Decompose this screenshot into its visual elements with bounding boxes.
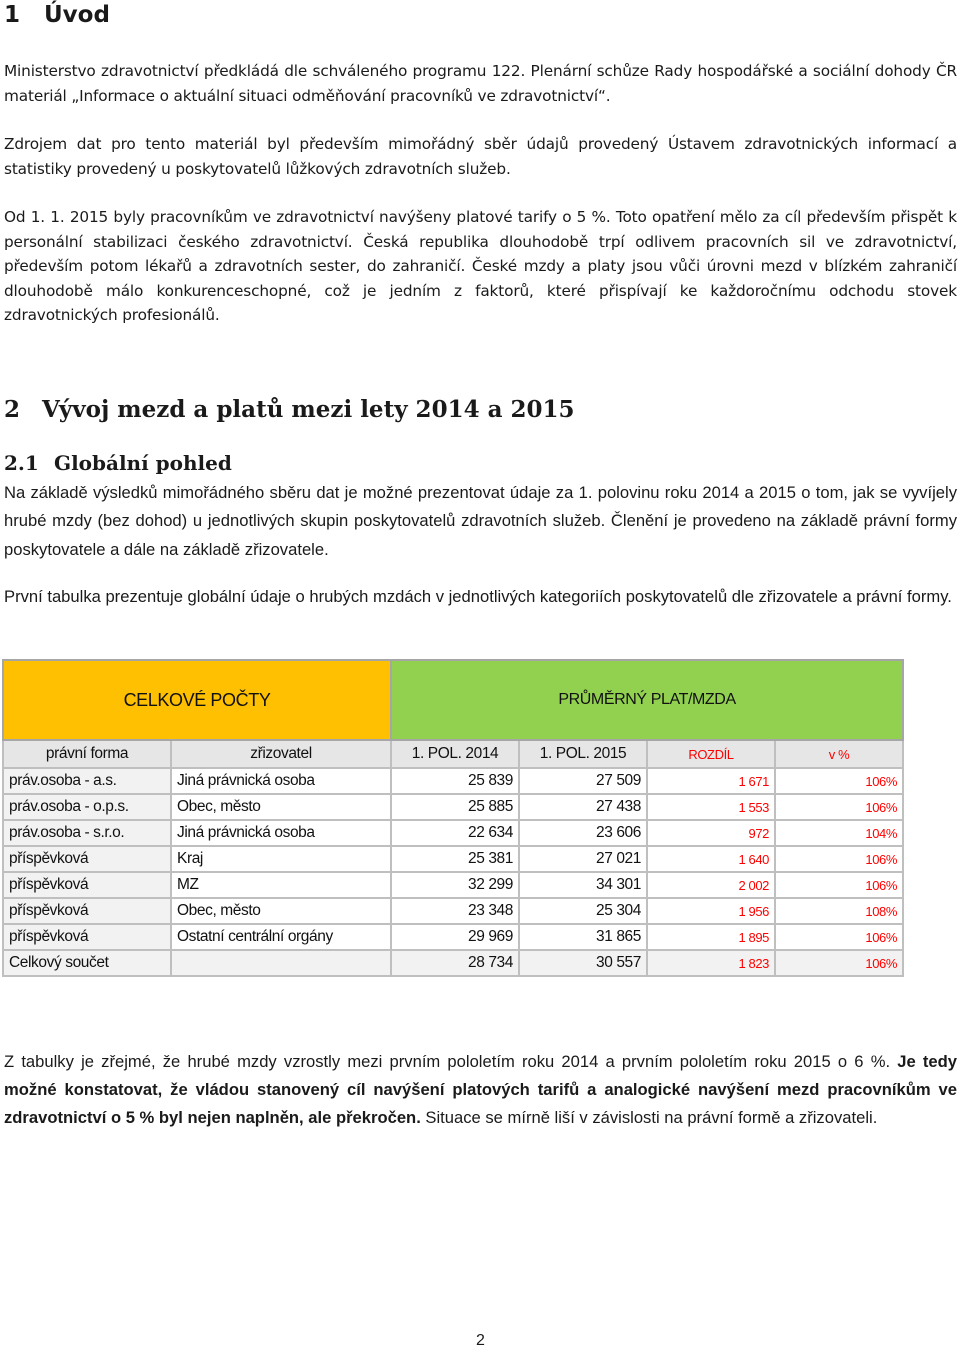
section-1-number: 1 — [4, 2, 21, 28]
header-legal-form: právní forma — [2, 739, 172, 769]
cell-legal-form: příspěvková — [2, 871, 172, 899]
cell-difference: 1 640 — [646, 845, 776, 873]
section-2-1-heading: 2.1 Globální pohled — [4, 451, 232, 475]
table-header-row: právní forma zřizovatel 1. POL. 2014 1. … — [2, 739, 905, 769]
header-2014: 1. POL. 2014 — [390, 739, 520, 769]
cell-2014: 22 634 — [390, 819, 520, 847]
cell-2015: 34 301 — [518, 871, 648, 899]
intro-paragraph-2: Zdrojem dat pro tento materiál byl přede… — [4, 135, 957, 178]
cell-percent: 106% — [773, 871, 905, 899]
table-row: příspěvková Ostatní centrální orgány 29 … — [2, 923, 905, 951]
section-1-title: Úvod — [44, 2, 110, 28]
cell-2015: 27 438 — [518, 793, 648, 821]
conclusion-tail: Situace se mírně liší v závislosti na pr… — [420, 1108, 878, 1127]
table-row: příspěvková MZ 32 299 34 301 2 002 106% — [2, 871, 905, 899]
global-paragraph-2: První tabulka prezentuje globální údaje … — [4, 587, 952, 606]
cell-legal-form: příspěvková — [2, 845, 172, 873]
cell-difference: 1 895 — [646, 923, 776, 951]
cell-percent: 104% — [773, 819, 905, 847]
cell-founder: Ostatní centrální orgány — [170, 923, 392, 951]
cell-2014: 25 839 — [390, 767, 520, 795]
cell-2014: 23 348 — [390, 897, 520, 925]
section-2-1-number: 2.1 — [4, 451, 39, 475]
cell-difference: 2 002 — [646, 871, 776, 899]
table-row: příspěvková Kraj 25 381 27 021 1 640 106… — [2, 845, 905, 873]
section-1-heading: 1 Úvod — [4, 2, 110, 28]
cell-founder: Kraj — [170, 845, 392, 873]
cell-founder: Obec, město — [170, 793, 392, 821]
section-2-title: Vývoj mezd a platů mezi lety 2014 a 2015 — [42, 396, 575, 423]
cell-founder: Obec, město — [170, 897, 392, 925]
cell-2015: 25 304 — [518, 897, 648, 925]
header-percent: v % — [773, 739, 905, 769]
cell-percent: 106% — [773, 923, 905, 951]
section-2-heading: 2 Vývoj mezd a platů mezi lety 2014 a 201… — [4, 396, 575, 423]
cell-total-percent: 106% — [773, 949, 905, 977]
cell-founder: MZ — [170, 871, 392, 899]
page-number: 2 — [476, 1332, 485, 1349]
cell-2014: 29 969 — [390, 923, 520, 951]
cell-2014: 25 381 — [390, 845, 520, 873]
cell-total-empty — [170, 949, 392, 977]
cell-2015: 27 509 — [518, 767, 648, 795]
cell-percent: 106% — [773, 845, 905, 873]
cell-total-2014: 28 734 — [390, 949, 520, 977]
cell-founder: Jiná právnická osoba — [170, 819, 392, 847]
table-band-row: CELKOVÉ POČTY PRŮMĚRNÝ PLAT/MZDA — [2, 659, 905, 741]
cell-legal-form: příspěvková — [2, 897, 172, 925]
cell-difference: 972 — [646, 819, 776, 847]
table-row: práv.osoba - o.p.s. Obec, město 25 885 2… — [2, 793, 905, 821]
cell-percent: 106% — [773, 767, 905, 795]
cell-2014: 25 885 — [390, 793, 520, 821]
header-2015: 1. POL. 2015 — [518, 739, 648, 769]
cell-2015: 23 606 — [518, 819, 648, 847]
cell-percent: 106% — [773, 793, 905, 821]
cell-difference: 1 553 — [646, 793, 776, 821]
section-2-1-title: Globální pohled — [54, 451, 232, 475]
table-row: práv.osoba - s.r.o. Jiná právnická osoba… — [2, 819, 905, 847]
conclusion-lead: Z tabulky je zřejmé, že hrubé mzdy vzros… — [4, 1052, 898, 1071]
cell-percent: 108% — [773, 897, 905, 925]
section-2-number: 2 — [4, 396, 21, 423]
conclusion-paragraph: Z tabulky je zřejmé, že hrubé mzdy vzros… — [4, 1048, 957, 1132]
intro-paragraph-1: Ministerstvo zdravotnictví předkládá dle… — [4, 62, 957, 105]
cell-2015: 27 021 — [518, 845, 648, 873]
band-average-wage: PRŮMĚRNÝ PLAT/MZDA — [389, 659, 905, 741]
cell-total-2015: 30 557 — [518, 949, 648, 977]
table-row: práv.osoba - a.s. Jiná právnická osoba 2… — [2, 767, 905, 795]
cell-founder: Jiná právnická osoba — [170, 767, 392, 795]
cell-difference: 1 671 — [646, 767, 776, 795]
header-difference: ROZDÍL — [646, 739, 776, 769]
cell-total-label: Celkový součet — [2, 949, 172, 977]
cell-2014: 32 299 — [390, 871, 520, 899]
cell-total-difference: 1 823 — [646, 949, 776, 977]
cell-legal-form: příspěvková — [2, 923, 172, 951]
cell-difference: 1 956 — [646, 897, 776, 925]
intro-paragraph-3: Od 1. 1. 2015 byly pracovníkům ve zdravo… — [4, 208, 957, 324]
table-row: příspěvková Obec, město 23 348 25 304 1 … — [2, 897, 905, 925]
global-paragraph-1: Na základě výsledků mimořádného sběru da… — [4, 483, 957, 559]
cell-legal-form: práv.osoba - s.r.o. — [2, 819, 172, 847]
band-total-counts: CELKOVÉ POČTY — [2, 659, 392, 741]
cell-legal-form: práv.osoba - a.s. — [2, 767, 172, 795]
cell-legal-form: práv.osoba - o.p.s. — [2, 793, 172, 821]
conclusion-bold: Je tedy možné konstatovat, že vládou sta… — [4, 1052, 957, 1127]
wage-table: CELKOVÉ POČTY PRŮMĚRNÝ PLAT/MZDA právní … — [2, 659, 905, 977]
table-total-row: Celkový součet 28 734 30 557 1 823 106% — [2, 949, 905, 977]
cell-2015: 31 865 — [518, 923, 648, 951]
header-founder: zřizovatel — [170, 739, 392, 769]
